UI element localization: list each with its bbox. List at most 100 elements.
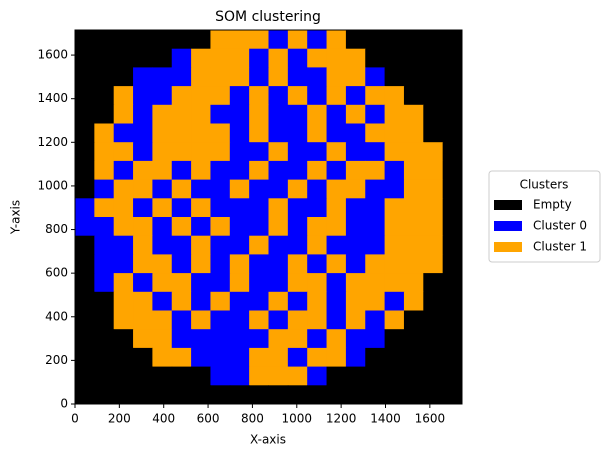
cell (229, 30, 250, 50)
cell (423, 291, 444, 311)
cell (75, 104, 95, 124)
cell (75, 385, 95, 405)
cell (229, 48, 250, 68)
cell (133, 142, 153, 162)
chart-title: SOM clustering (215, 9, 321, 25)
cell (307, 329, 328, 349)
cell (345, 310, 366, 330)
cell (384, 385, 405, 405)
cell (152, 48, 173, 68)
cell (287, 142, 308, 162)
cell (171, 104, 192, 124)
cell (365, 48, 386, 68)
cell (403, 366, 424, 386)
cell (191, 235, 211, 255)
cell (384, 104, 405, 124)
cell (113, 291, 134, 311)
cell (268, 273, 289, 293)
cell (75, 217, 95, 237)
cell (442, 254, 463, 274)
cell (423, 67, 444, 87)
cell (152, 160, 173, 181)
cell (345, 160, 366, 181)
x-tick-label: 1400 (370, 412, 401, 426)
y-tick-label: 1400 (37, 91, 68, 105)
cell (442, 123, 463, 143)
cell (384, 273, 405, 293)
y-tick-label: 600 (45, 266, 68, 280)
cell (191, 217, 211, 237)
cell (191, 347, 211, 368)
cell (268, 104, 289, 124)
cell (403, 86, 424, 106)
cell (229, 179, 250, 199)
cell (133, 67, 153, 87)
cell (229, 123, 250, 143)
cell (268, 48, 289, 68)
cell (345, 198, 366, 218)
cell (423, 179, 444, 199)
cell (326, 30, 347, 50)
cell (365, 179, 386, 199)
cell (345, 86, 366, 106)
cell (442, 179, 463, 199)
cell (249, 217, 269, 237)
cell (210, 291, 231, 311)
cell (249, 123, 269, 143)
cell (171, 48, 192, 68)
cell (229, 273, 250, 293)
cell (365, 160, 386, 181)
cell (268, 310, 289, 330)
cell (75, 347, 95, 368)
cell (210, 347, 231, 368)
cell (403, 160, 424, 181)
cell (229, 198, 250, 218)
cell (171, 30, 192, 50)
cell (287, 30, 308, 50)
cell (365, 30, 386, 50)
y-tick-label: 200 (45, 353, 68, 367)
cell (113, 366, 134, 386)
cell (113, 160, 134, 181)
cell (268, 347, 289, 368)
cell (307, 179, 328, 199)
cell (152, 235, 173, 255)
cell (191, 179, 211, 199)
cell (210, 235, 231, 255)
cell (403, 254, 424, 274)
cell (191, 329, 211, 349)
cell (345, 48, 366, 68)
cell (75, 254, 95, 274)
x-tick-label: 400 (152, 412, 175, 426)
cell (152, 254, 173, 274)
cell (423, 86, 444, 106)
cell (287, 291, 308, 311)
cell (442, 329, 463, 349)
cell (191, 104, 211, 124)
cell (152, 385, 173, 405)
cell (268, 291, 289, 311)
cell (307, 273, 328, 293)
cell (365, 310, 386, 330)
cell (287, 217, 308, 237)
cell (287, 310, 308, 330)
cell (384, 217, 405, 237)
cell (287, 104, 308, 124)
cell (94, 104, 115, 124)
cell (94, 235, 115, 255)
cell (345, 254, 366, 274)
cell (307, 366, 328, 386)
cell (403, 291, 424, 311)
cell (423, 217, 444, 237)
cell (326, 179, 347, 199)
cell (229, 104, 250, 124)
cell (442, 67, 463, 87)
cell (210, 217, 231, 237)
cell (307, 123, 328, 143)
x-tick-label: 1200 (326, 412, 357, 426)
cell (94, 86, 115, 106)
cell (210, 254, 231, 274)
cell (307, 48, 328, 68)
cell (133, 254, 153, 274)
y-tick-label: 400 (45, 309, 68, 323)
